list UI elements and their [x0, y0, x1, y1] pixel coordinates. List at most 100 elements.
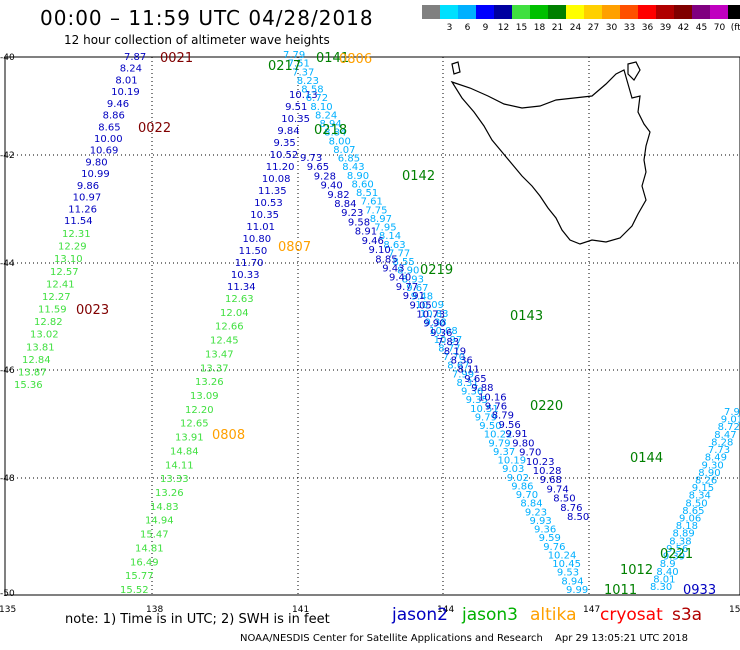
swh-value: 8.24 — [120, 64, 142, 75]
pass-time-label: 0220 — [530, 399, 563, 414]
longitude-label: 141 — [292, 605, 309, 615]
swh-value: 14.94 — [145, 516, 174, 527]
pass-time-label: 0023 — [76, 303, 109, 318]
scale-swatch — [674, 5, 693, 19]
swh-value: 8.50 — [567, 512, 589, 523]
pass-time-label: 0219 — [420, 263, 453, 278]
longitude-label: 150 — [729, 605, 740, 615]
swh-value: 10.28 — [533, 466, 562, 477]
swh-value: 8.85 — [375, 254, 397, 265]
swh-value: 9.99 — [566, 585, 588, 596]
pass-time-label: 0143 — [510, 309, 543, 324]
swh-value: 13.37 — [200, 363, 229, 374]
map-frame — [4, 56, 740, 596]
swh-value: 8.97 — [370, 214, 392, 225]
swh-value: 10.08 — [262, 174, 291, 185]
swh-value: 9.35 — [466, 395, 488, 406]
swh-value: 16.49 — [130, 557, 159, 568]
swh-value: 10.35 — [281, 114, 310, 125]
swh-value: 15.52 — [120, 585, 149, 596]
swh-value: 8.01 — [115, 75, 137, 86]
legend-jason2: jason2 — [392, 605, 448, 625]
swh-value: 8.77 — [438, 343, 460, 354]
swh-value: 8.50 — [685, 498, 707, 509]
swh-value: 8.86 — [103, 111, 125, 122]
swh-value: 8.91 — [355, 227, 377, 238]
swh-value: 9.80 — [512, 438, 534, 449]
swh-value: 9.91 — [505, 429, 527, 440]
swh-value: 12.82 — [34, 317, 63, 328]
swh-value: 7.99 — [452, 369, 474, 380]
legend-cryosat: cryosat — [600, 605, 663, 625]
swh-value: 9.56 — [666, 544, 688, 555]
swh-value: 11.26 — [68, 204, 97, 215]
swh-value: 13.47 — [205, 349, 234, 360]
swh-value: 8.90 — [347, 171, 369, 182]
swh-value: 9.38 — [425, 318, 447, 329]
swh-value: 10.97 — [73, 193, 102, 204]
swh-value: 8.65 — [98, 122, 120, 133]
swh-value: 7.75 — [365, 205, 387, 216]
scale-label: 39 — [659, 23, 672, 33]
swh-value: 9.76 — [485, 402, 507, 413]
swh-value: 6.72 — [306, 93, 328, 104]
scale-swatch — [728, 5, 740, 19]
swh-value: 7.79 — [283, 50, 305, 61]
scale-swatch — [710, 5, 729, 19]
scale-label: 45 — [695, 23, 708, 33]
scale-label: 6 — [464, 23, 471, 33]
swh-value: 9.59 — [539, 533, 561, 544]
swh-value: 9.48 — [411, 292, 433, 303]
swh-value: 7.51 — [288, 59, 310, 70]
swh-value: 7.95 — [374, 223, 396, 234]
swh-value: 12.27 — [42, 292, 71, 303]
swh-value: 9.50 — [479, 421, 501, 432]
swh-value: 13.26 — [195, 377, 224, 388]
swh-value: 9.10 — [369, 245, 391, 256]
king-island — [451, 61, 461, 75]
swh-value: 8.18 — [676, 521, 698, 532]
latitude-label: -46 — [0, 366, 15, 376]
swh-value: 9.76 — [543, 542, 565, 553]
swh-value: 9.65 — [464, 374, 486, 385]
lat-lon-grid — [5, 57, 740, 595]
swh-value: 8.01 — [653, 574, 675, 585]
pass-time-label: 0021 — [160, 51, 193, 66]
swh-value: 10.45 — [552, 559, 581, 570]
swh-value: 8.38 — [669, 536, 691, 547]
swh-value: 9.74 — [547, 484, 569, 495]
swh-value: 8.72 — [718, 422, 740, 433]
swh-value: 9.84 — [277, 126, 299, 137]
swh-value: 7.83 — [437, 337, 459, 348]
map-title: 00:00 – 11:59 UTC 04/28/2018 — [40, 6, 374, 30]
axis-labels: -40 -42 -44 -46 -48 -50 135 138 141 144 147 150 — [0, 53, 740, 615]
pass-time-label: 0933 — [683, 583, 716, 598]
scale-swatch — [638, 5, 657, 19]
swh-value: 10.13 — [289, 90, 318, 101]
swh-value: 9.06 — [679, 514, 701, 525]
units-note: note: 1) Time is in UTC; 2) SWH is in fe… — [65, 612, 330, 627]
swh-value: 9.77 — [396, 282, 418, 293]
swh-value: 8.60 — [352, 179, 374, 190]
swh-value: 15.77 — [125, 571, 154, 582]
scale-label: 30 — [605, 23, 618, 33]
swh-value: 9.53 — [557, 568, 579, 579]
scale-label: 70 — [713, 23, 726, 33]
swh-value: 10.52 — [270, 150, 299, 161]
latitude-label: -44 — [0, 259, 15, 269]
swh-value: 11.01 — [246, 222, 275, 233]
swh-value: 9.28 — [314, 171, 336, 182]
swh-value: 9.30 — [702, 460, 724, 471]
swh-value: 12.04 — [220, 308, 249, 319]
swh-value: 8.93 — [402, 274, 424, 285]
pass-time-label: 0807 — [278, 240, 311, 255]
swh-value: 11.54 — [64, 216, 93, 227]
pass-time-labels: 0021 0022 0023 0141 0217 0218 0142 0219 0143 0220… — [76, 51, 716, 598]
pass-time-label: 0806 — [339, 52, 372, 67]
scale-label: 18 — [533, 23, 546, 33]
swh-value: 8.79 — [492, 411, 514, 422]
scale-label: 12 — [497, 23, 510, 33]
swh-value: 13.09 — [190, 391, 219, 402]
swh-value: 14.83 — [150, 502, 179, 513]
